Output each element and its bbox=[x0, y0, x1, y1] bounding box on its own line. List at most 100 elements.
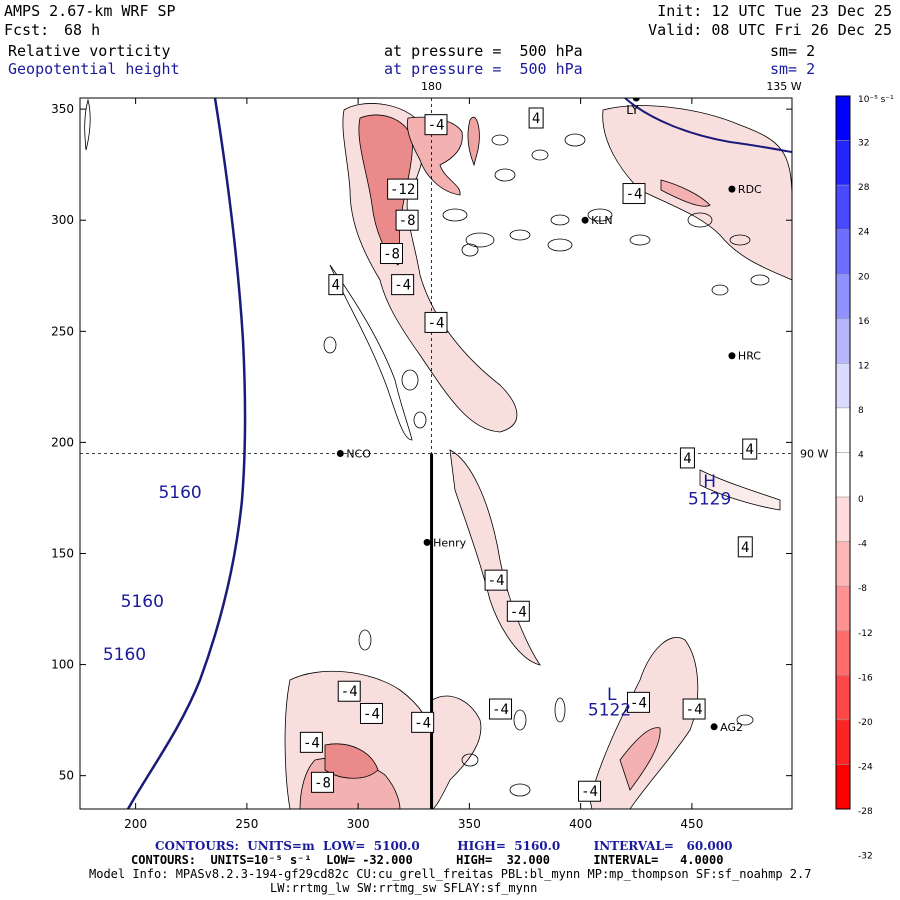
vorticity-contour-blob-7 bbox=[587, 208, 613, 222]
vorticity-contour-blob-2 bbox=[442, 208, 468, 222]
vorticity-contour-blob-15 bbox=[413, 411, 427, 429]
vorticity-region-13 bbox=[699, 469, 781, 511]
colorbar-segment-3 bbox=[835, 229, 851, 275]
lon-label-180: 180 bbox=[421, 80, 442, 93]
height-label-0: 5160 bbox=[158, 483, 201, 503]
colorbar-segment-11 bbox=[835, 585, 851, 631]
vorticity-label-box bbox=[622, 183, 646, 205]
colorbar-segment-5 bbox=[835, 318, 851, 364]
colorbar-segment-2 bbox=[835, 184, 851, 230]
height-contour-5160 bbox=[126, 98, 247, 809]
height-label-4: 5122 bbox=[588, 701, 631, 721]
y-tick-label-350: 350 bbox=[51, 102, 74, 116]
vorticity-label-box bbox=[391, 274, 415, 296]
model-title: AMPS 2.67-km WRF SP bbox=[4, 2, 176, 20]
colorbar-segment-0 bbox=[835, 95, 851, 141]
vorticity-label-box bbox=[387, 178, 419, 200]
vorticity-region-11 bbox=[589, 637, 699, 809]
station-label-4: HRC bbox=[738, 350, 761, 363]
lon-label-90w: 90 W bbox=[800, 448, 828, 461]
lon-label-135w: 135 W bbox=[766, 80, 801, 93]
x-tick-label-350: 350 bbox=[458, 817, 481, 831]
vorticity-contour-blob-1 bbox=[531, 149, 549, 161]
field1-smooth: sm= 2 bbox=[770, 42, 816, 60]
vorticity-label-21: -8 bbox=[314, 775, 331, 791]
station-marker bbox=[423, 538, 431, 546]
vorticity-label-8: -4 bbox=[626, 187, 643, 203]
vorticity-contour-blob-6 bbox=[550, 214, 570, 226]
vorticity-contour-info: CONTOURS: UNITS=10⁻⁵ s⁻¹ LOW= -32.000 HI… bbox=[131, 853, 724, 867]
vorticity-label-9: 4 bbox=[683, 451, 691, 467]
field2-level: at pressure = 500 hPa bbox=[384, 60, 583, 78]
vorticity-label-box bbox=[682, 698, 706, 720]
field1-name: Relative vorticity bbox=[8, 42, 171, 60]
vorticity-label-15: -4 bbox=[363, 706, 380, 722]
forecast-value: 68 h bbox=[64, 21, 101, 39]
colorbar-tick-6: 8 bbox=[858, 406, 864, 416]
vorticity-region-10 bbox=[431, 695, 482, 809]
vorticity-label-box bbox=[578, 780, 602, 802]
height-contour-north bbox=[624, 98, 792, 153]
vorticity-label-box bbox=[311, 771, 335, 793]
vorticity-label-12: -4 bbox=[488, 573, 505, 589]
colorbar-segment-4 bbox=[835, 274, 851, 320]
colorbar-segment-10 bbox=[835, 541, 851, 587]
init-time: Init: 12 UTC Tue 23 Dec 25 bbox=[657, 2, 892, 20]
vorticity-label-box bbox=[424, 311, 448, 333]
height-contour-info: CONTOURS: UNITS=m LOW= 5100.0 HIGH= 5160… bbox=[155, 839, 733, 853]
station-marker bbox=[581, 216, 589, 224]
y-tick-label-300: 300 bbox=[51, 213, 74, 227]
height-label-2: 5160 bbox=[103, 645, 146, 665]
vorticity-label-10: 4 bbox=[746, 442, 754, 458]
vorticity-region-6 bbox=[449, 449, 541, 666]
vorticity-label-20: -4 bbox=[303, 735, 320, 751]
field2-smooth: sm= 2 bbox=[770, 60, 816, 78]
vorticity-label-19: -4 bbox=[686, 702, 703, 718]
colorbar-segment-9 bbox=[835, 496, 851, 542]
colorbar-tick-7: 4 bbox=[858, 451, 864, 461]
colorbar-tick-13: -20 bbox=[858, 718, 873, 728]
station-label-2: KLN bbox=[591, 214, 613, 227]
colorbar-tick-3: 20 bbox=[858, 272, 870, 282]
vorticity-contour-blob-0 bbox=[494, 168, 516, 182]
pressure-center-L: L bbox=[607, 685, 617, 705]
colorbar-segment-6 bbox=[835, 363, 851, 409]
vorticity-label-0: -4 bbox=[428, 118, 445, 134]
colorbar-segment-8 bbox=[835, 452, 851, 498]
x-tick-label-250: 250 bbox=[235, 817, 258, 831]
colorbar-segment-15 bbox=[835, 764, 851, 810]
field1-level: at pressure = 500 hPa bbox=[384, 42, 583, 60]
vorticity-label-box bbox=[528, 107, 544, 129]
x-tick-label-450: 450 bbox=[680, 817, 703, 831]
colorbar-tick-5: 12 bbox=[858, 361, 869, 371]
vorticity-label-22: -4 bbox=[581, 784, 598, 800]
height-label-3: 5129 bbox=[688, 490, 731, 510]
vorticity-label-14: -4 bbox=[341, 684, 358, 700]
colorbar-units: 10⁻⁵ s⁻¹ bbox=[858, 95, 894, 105]
vorticity-label-box bbox=[411, 711, 435, 733]
vorticity-contour-blob-12 bbox=[729, 234, 751, 246]
edge-contour bbox=[84, 98, 91, 151]
station-marker bbox=[728, 185, 736, 193]
height-label-1: 5160 bbox=[121, 592, 164, 612]
vorticity-label-box bbox=[679, 447, 695, 469]
vorticity-region-9 bbox=[324, 743, 379, 779]
colorbar-tick-9: -4 bbox=[858, 540, 867, 550]
vorticity-label-box bbox=[742, 438, 758, 460]
colorbar-segment-14 bbox=[835, 719, 851, 765]
field2-name: Geopotential height bbox=[8, 60, 180, 78]
vorticity-contour-blob-22 bbox=[509, 783, 531, 797]
vorticity-contour-blob-21 bbox=[461, 753, 479, 767]
vorticity-contour-blob-14 bbox=[401, 369, 419, 391]
y-tick-label-250: 250 bbox=[51, 324, 74, 338]
colorbar-tick-1: 28 bbox=[858, 183, 870, 193]
vorticity-label-16: -4 bbox=[414, 715, 431, 731]
vorticity-contour-blob-20 bbox=[513, 709, 527, 731]
axes: 200 250 300 350 400 450 50 100 150 200 250 300 350 18… bbox=[51, 80, 828, 831]
vorticity-label-3: -8 bbox=[399, 213, 416, 229]
vorticity-label-box bbox=[337, 680, 361, 702]
vorticity-region-2 bbox=[406, 116, 463, 196]
vorticity-contour-blob-4 bbox=[509, 229, 531, 241]
vorticity-label-box bbox=[489, 698, 513, 720]
vorticity-label-box bbox=[506, 600, 530, 622]
